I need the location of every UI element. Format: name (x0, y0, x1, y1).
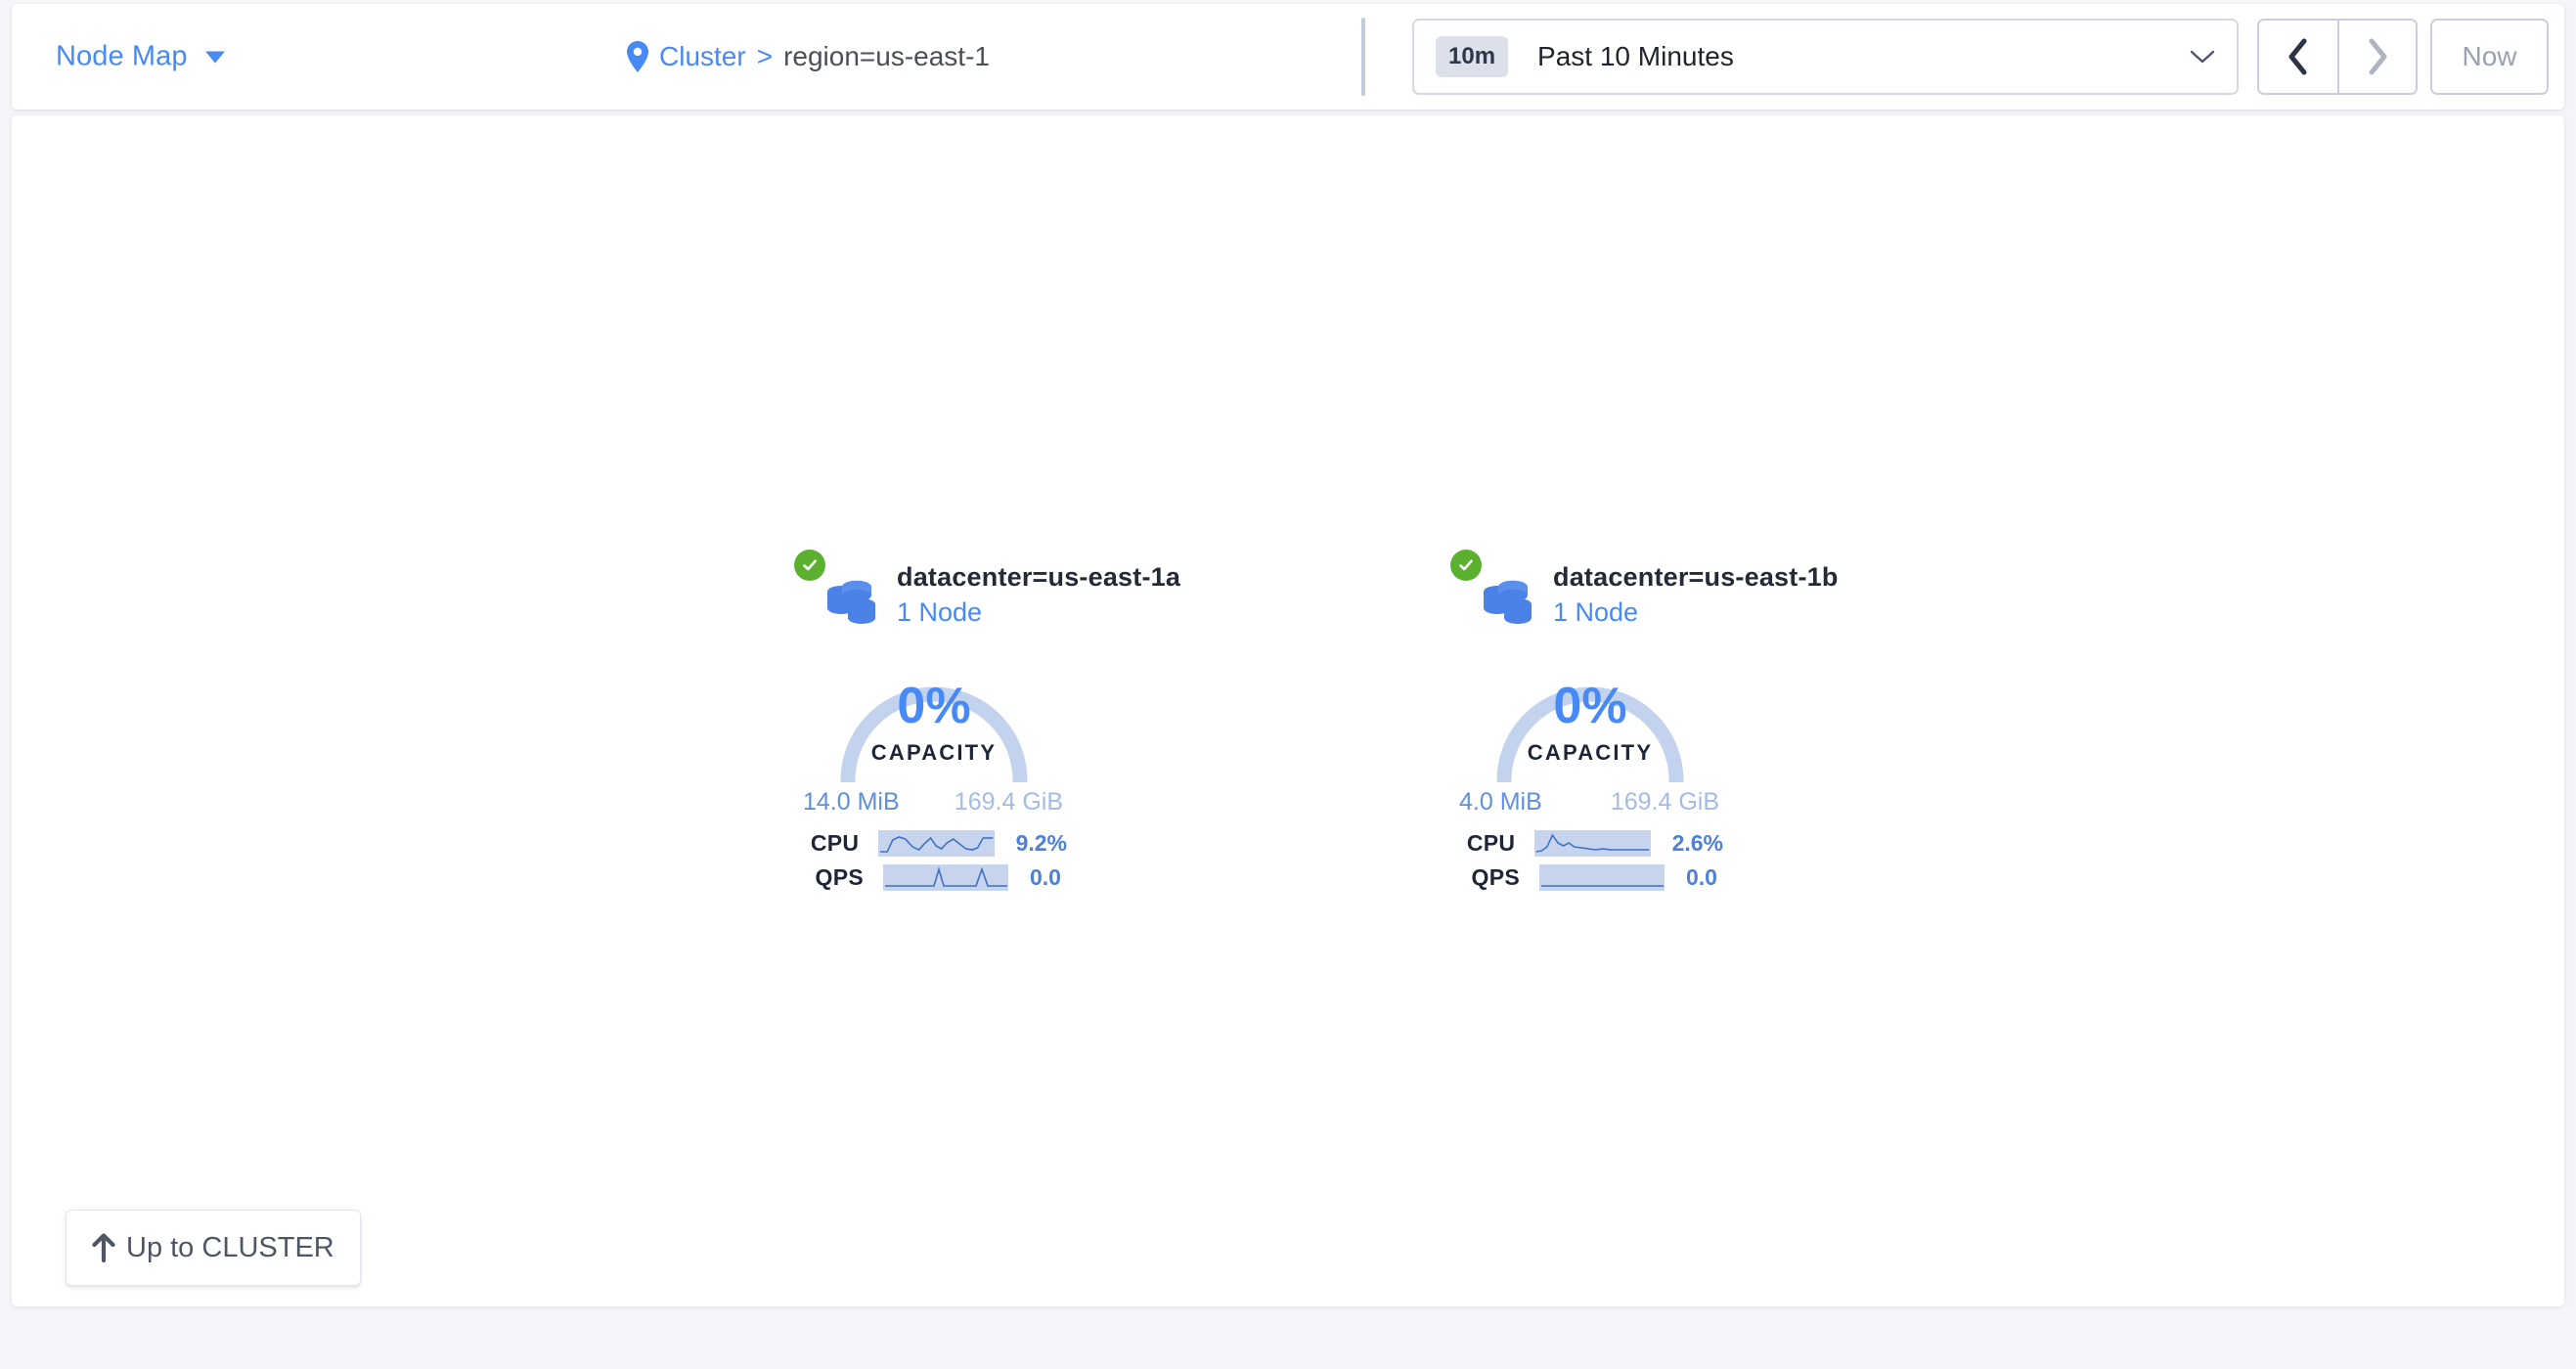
header-bar: Node Map Cluster > region=us-east-1 10m … (12, 4, 2564, 110)
node-count: 1 Node (1553, 597, 1639, 628)
datacenter-node[interactable]: datacenter=us-east-1a 1 Node 0% CAPACITY… (794, 550, 1214, 897)
capacity-total: 169.4 GiB (1610, 788, 1719, 816)
time-nav-group (2257, 19, 2418, 95)
capacity-gauge: 0% CAPACITY (1463, 636, 1717, 782)
node-title-block: datacenter=us-east-1a 1 Node (897, 563, 1180, 627)
node-title: datacenter=us-east-1b (1553, 562, 1839, 592)
metric-row-cpu: CPU 2.6% (1459, 828, 1723, 858)
up-to-cluster-label: Up to CLUSTER (126, 1231, 334, 1263)
capacity-percent: 0% (1553, 678, 1627, 734)
time-nav-prev-button[interactable] (2259, 21, 2337, 93)
up-to-cluster-button[interactable]: Up to CLUSTER (66, 1210, 361, 1286)
check-icon (1459, 559, 1473, 571)
header-divider (1361, 18, 1365, 96)
breadcrumb: Cluster > region=us-east-1 (625, 41, 990, 72)
capacity-values: 14.0 MiB 169.4 GiB (803, 788, 1063, 817)
node-title-block: datacenter=us-east-1b 1 Node (1553, 563, 1839, 627)
breadcrumb-root-link[interactable]: Cluster (659, 41, 746, 71)
chevron-down-icon (2190, 50, 2215, 64)
time-nav-next-button[interactable] (2337, 21, 2416, 93)
now-button[interactable]: Now (2430, 19, 2549, 95)
capacity-gauge-arc (1496, 686, 1684, 782)
metric-value: 2.6% (1671, 829, 1723, 856)
status-badge (794, 550, 825, 581)
database-cluster-icon (1481, 575, 1535, 628)
metric-value: 0.0 (1030, 863, 1061, 890)
capacity-total: 169.4 GiB (954, 788, 1063, 816)
node-header: datacenter=us-east-1b 1 Node (1450, 550, 1870, 630)
metric-label: CPU (810, 829, 860, 856)
capacity-used: 4.0 MiB (1459, 788, 1542, 816)
capacity-gauge-center: 0% CAPACITY (1463, 681, 1717, 766)
capacity-used: 14.0 MiB (803, 788, 900, 816)
view-switcher[interactable]: Node Map (56, 41, 225, 73)
cpu-sparkline (878, 829, 995, 857)
now-button-label: Now (2462, 41, 2517, 71)
capacity-gauge-arc (840, 686, 1028, 782)
node-map-canvas: datacenter=us-east-1a 1 Node 0% CAPACITY… (12, 115, 2564, 1306)
chevron-down-icon (204, 51, 225, 63)
database-cluster-icon (824, 575, 879, 628)
breadcrumb-separator: > (756, 41, 774, 71)
status-badge (1450, 550, 1482, 581)
metric-row-qps: QPS 0.0 (803, 862, 1067, 892)
capacity-caption: CAPACITY (870, 740, 998, 765)
metric-row-qps: QPS 0.0 (1459, 862, 1723, 892)
time-range-picker[interactable]: 10m Past 10 Minutes (1412, 19, 2239, 95)
metric-value: 9.2% (1015, 829, 1067, 856)
qps-sparkline (883, 863, 1008, 891)
capacity-percent: 0% (897, 678, 971, 734)
node-map-panel: datacenter=us-east-1a 1 Node 0% CAPACITY… (12, 115, 2564, 1306)
capacity-caption: CAPACITY (1527, 740, 1654, 765)
datacenter-node[interactable]: datacenter=us-east-1b 1 Node 0% CAPACITY… (1450, 550, 1870, 897)
metric-list: CPU 2.6% QPS 0.0 (1459, 828, 1723, 892)
metric-list: CPU 9.2% QPS 0.0 (803, 828, 1067, 892)
chevron-left-icon (2288, 38, 2307, 75)
node-header: datacenter=us-east-1a 1 Node (794, 550, 1214, 630)
node-count: 1 Node (897, 597, 983, 628)
view-switcher-label: Node Map (56, 40, 188, 72)
check-icon (803, 559, 817, 571)
metric-label: CPU (1466, 829, 1516, 856)
arrow-up-icon (92, 1233, 115, 1262)
metric-value: 0.0 (1686, 863, 1717, 890)
time-range-label: Past 10 Minutes (1537, 41, 1734, 71)
time-range-badge: 10m (1436, 36, 1509, 77)
metric-row-cpu: CPU 9.2% (803, 828, 1067, 858)
chevron-right-icon (2369, 38, 2387, 75)
node-title: datacenter=us-east-1a (897, 562, 1181, 592)
qps-sparkline (1539, 863, 1665, 891)
capacity-values: 4.0 MiB 169.4 GiB (1459, 788, 1719, 817)
location-pin-icon (627, 41, 648, 72)
metric-label: QPS (815, 863, 864, 890)
cpu-sparkline (1534, 829, 1651, 857)
capacity-gauge: 0% CAPACITY (807, 636, 1061, 782)
breadcrumb-current: region=us-east-1 (783, 41, 990, 71)
capacity-gauge-center: 0% CAPACITY (807, 681, 1061, 766)
metric-label: QPS (1471, 863, 1520, 890)
